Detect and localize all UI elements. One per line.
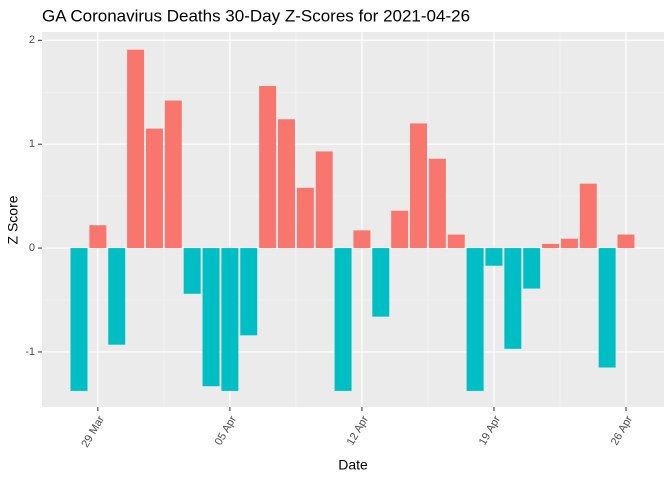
bar xyxy=(277,119,295,249)
bar xyxy=(504,248,522,349)
y-axis-title: Z Score xyxy=(5,195,21,244)
panel xyxy=(42,32,664,407)
x-tick-label: 05 Apr xyxy=(213,414,239,448)
grid xyxy=(42,32,664,407)
bars xyxy=(70,49,635,391)
bar xyxy=(127,49,145,249)
bar xyxy=(428,158,446,249)
bar xyxy=(334,248,352,391)
y-tick-label: 2 xyxy=(29,34,35,46)
bar xyxy=(145,128,163,249)
bar xyxy=(391,210,409,249)
bar xyxy=(410,123,428,249)
bar xyxy=(240,248,258,336)
bar xyxy=(598,248,616,368)
x-tick-label: 29 Mar xyxy=(79,414,107,450)
bar xyxy=(523,248,541,289)
x-tick-label: 26 Apr xyxy=(609,414,635,448)
x-tick-label: 12 Apr xyxy=(345,414,371,448)
bar xyxy=(353,230,371,249)
y-tick-label: 1 xyxy=(29,138,35,150)
bar xyxy=(108,248,126,345)
bar xyxy=(296,187,314,249)
y-tick-label: 0 xyxy=(29,242,35,254)
bar xyxy=(485,248,503,266)
x-tick-label: 19 Apr xyxy=(477,414,503,448)
bar xyxy=(259,86,277,249)
y-tick-label: -1 xyxy=(25,346,35,358)
bar xyxy=(466,248,484,391)
bar xyxy=(560,238,578,249)
chart-title: GA Coronavirus Deaths 30-Day Z-Scores fo… xyxy=(42,6,470,25)
bar xyxy=(542,243,560,249)
bar xyxy=(617,234,635,249)
bar xyxy=(164,100,182,249)
bar xyxy=(202,248,220,387)
bar xyxy=(372,248,390,317)
bar xyxy=(221,248,239,391)
bar xyxy=(183,248,201,294)
bar xyxy=(70,248,88,391)
x-axis-title: Date xyxy=(338,457,368,473)
bar xyxy=(315,151,333,249)
bar xyxy=(579,183,597,249)
bar xyxy=(89,225,107,249)
bar xyxy=(447,234,465,249)
